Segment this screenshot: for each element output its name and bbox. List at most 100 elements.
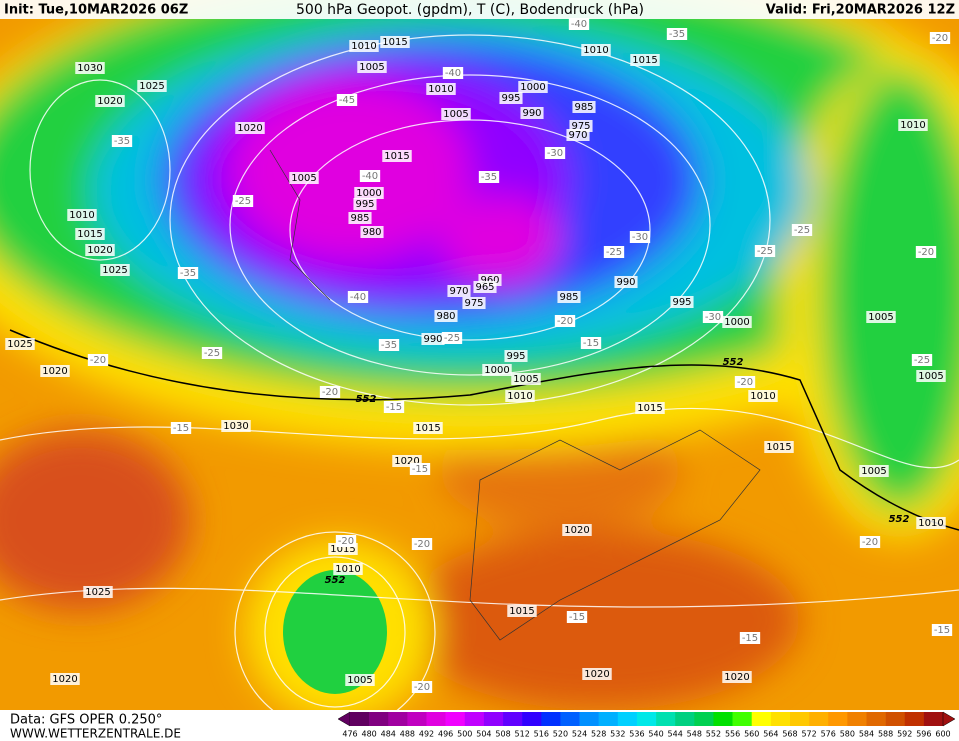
colorbar-segment: [866, 712, 886, 726]
colorbar-segment: [789, 712, 810, 726]
pressure-label: 1025: [139, 81, 164, 92]
temperature-label-box: [383, 401, 405, 413]
pressure-label-box: [482, 364, 512, 376]
colorbar-segment: [560, 712, 580, 726]
pressure-label-box: [572, 101, 596, 113]
colorbar-label: 516: [534, 730, 549, 739]
pressure-label-box: [462, 297, 486, 309]
temperature-label-box: [580, 337, 602, 349]
colorbar-label: 504: [476, 730, 491, 739]
colorbar-segment: [350, 712, 370, 726]
pressure-label: 1020: [564, 525, 589, 536]
pressure-label: 1015: [415, 423, 440, 434]
header-bar: [0, 0, 959, 19]
map-title: 500 hPa Geopot. (gpdm), T (C), Bodendruc…: [296, 2, 644, 18]
temperature-label: -25: [794, 225, 810, 236]
colorbar: 476 480 484 488 492 496 500 504 508 512 516 520 524 5…: [337, 711, 956, 739]
colorbar-label: 536: [629, 730, 644, 739]
colorbar-segment: [675, 712, 695, 726]
colorbar-label: 588: [878, 730, 893, 739]
pressure-label-box: [916, 517, 946, 529]
pressure-label: 1010: [918, 518, 943, 529]
pressure-label: 1020: [87, 245, 112, 256]
pressure-label-box: [40, 365, 70, 377]
temperature-label-box: [754, 245, 776, 257]
pressure-label-box: [289, 172, 319, 184]
pressure-label: 1015: [766, 442, 791, 453]
temperature-label: -20: [414, 682, 430, 693]
pressure-label-box: [413, 422, 443, 434]
temperature-label-box: [347, 291, 369, 303]
temperature-label: -40: [362, 171, 378, 182]
pressure-label: 1010: [750, 391, 775, 402]
temperature-label-box: [170, 422, 192, 434]
pressure-label-box: [557, 291, 581, 303]
pressure-label: 985: [574, 102, 593, 113]
temperature-label-box: [859, 536, 881, 548]
temperature-label-box: [319, 386, 341, 398]
pressure-label: 1020: [584, 669, 609, 680]
pressure-label-box: [349, 40, 379, 52]
temperature-label: -20: [737, 377, 753, 388]
colorbar-arrow: [337, 711, 351, 727]
colorbar-segment: [598, 712, 619, 726]
colorbar-label: 540: [648, 730, 663, 739]
temperature-label: -20: [557, 316, 573, 327]
temperature-label-box: [378, 339, 400, 351]
temperature-label-box: [911, 354, 933, 366]
pressure-label: 980: [436, 311, 455, 322]
pressure-label-box: [83, 586, 113, 598]
colorbar-label: 584: [859, 730, 874, 739]
temperature-label: -40: [350, 292, 366, 303]
temperature-label-box: [478, 171, 500, 183]
pressure-label: 1005: [513, 374, 538, 385]
colorbar-label: 580: [840, 730, 855, 739]
colorbar-label: 476: [342, 730, 357, 739]
pressure-label-box: [95, 95, 125, 107]
temperature-label-box: [177, 267, 199, 279]
colorbar-segment: [694, 712, 714, 726]
colorbar-label: 572: [801, 730, 816, 739]
colorbar-segment: [732, 712, 753, 726]
temperature-label: -40: [445, 68, 461, 79]
temperature-label-box: [568, 18, 590, 30]
temperature-label: -25: [757, 246, 773, 257]
colorbar-label: 492: [419, 730, 434, 739]
temperature-label: -20: [918, 247, 934, 258]
temperature-label-box: [441, 332, 463, 344]
pressure-label: 985: [559, 292, 578, 303]
temperature-label-box: [411, 681, 433, 693]
pressure-label: 1000: [724, 317, 749, 328]
pressure-label-box: [421, 333, 445, 345]
temperature-label-box: [201, 347, 223, 359]
pressure-label: 990: [423, 334, 442, 345]
temperature-label: -35: [481, 172, 497, 183]
pressure-label: 995: [672, 297, 691, 308]
pressure-label: 1005: [918, 371, 943, 382]
colorbar-label: 488: [400, 730, 415, 739]
temperature-label-box: [739, 632, 761, 644]
pressure-label-box: [354, 187, 384, 199]
pressure-label-box: [504, 350, 528, 362]
colorbar-segment: [904, 712, 925, 726]
pressure-label-box: [434, 310, 458, 322]
temperature-label: -25: [444, 333, 460, 344]
temperature-label-box: [666, 28, 688, 40]
temperature-label: -25: [204, 348, 220, 359]
pressure-label-box: [75, 62, 105, 74]
temperature-label: -40: [571, 19, 587, 30]
temperature-label-box: [335, 535, 357, 547]
pressure-label-box: [614, 276, 638, 288]
colorbar-label: 528: [591, 730, 606, 739]
colorbar-segment: [369, 712, 389, 726]
temperature-label: -30: [632, 232, 648, 243]
temperature-label: -45: [339, 95, 355, 106]
temperature-label: -20: [338, 536, 354, 547]
colorbar-segment: [579, 712, 599, 726]
colorbar-label: 600: [935, 730, 950, 739]
valid-text: Valid: Fri,20MAR2026 12Z: [766, 3, 955, 18]
pressure-label-box: [348, 212, 372, 224]
geopotential-label: 552: [723, 357, 744, 368]
pressure-label-box: [898, 119, 928, 131]
pressure-label-box: [507, 605, 537, 617]
